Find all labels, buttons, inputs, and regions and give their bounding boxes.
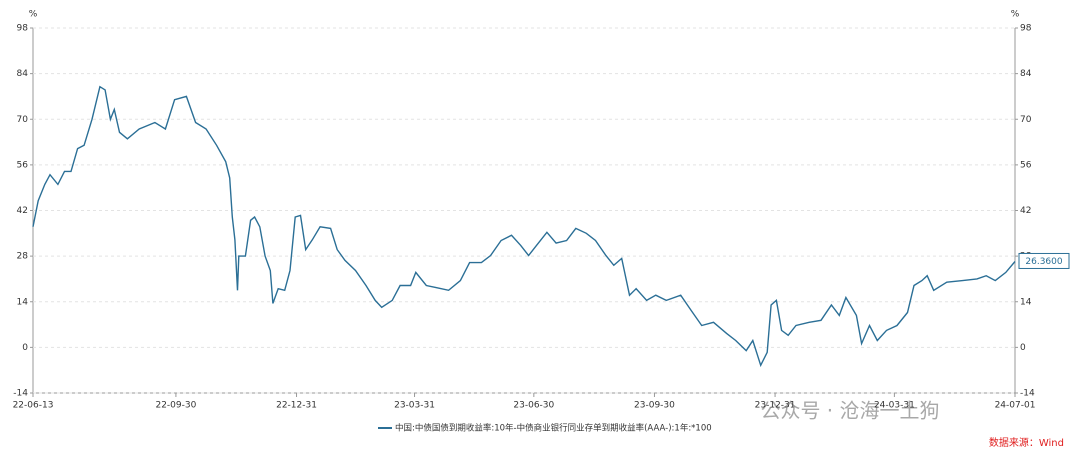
data-line xyxy=(32,85,1016,368)
x-tick-label: 24-03-31 xyxy=(874,401,915,411)
watermark: 公众号 · 沧海一土狗 xyxy=(760,399,939,423)
y2-tick-label: 14 xyxy=(1020,297,1032,307)
y-tick-label: 56 xyxy=(17,160,29,170)
y2-tick-label: 56 xyxy=(1020,160,1032,170)
x-tick-label: 22-12-31 xyxy=(276,401,317,411)
y2-tick-label: 0 xyxy=(1020,343,1026,353)
x-tick-label: 22-06-13 xyxy=(13,401,54,411)
y-tick-label: 84 xyxy=(17,69,29,79)
y-tick-label: 14 xyxy=(17,297,29,307)
y-tick-label: -14 xyxy=(13,389,28,399)
y2-tick-label: 84 xyxy=(1020,69,1032,79)
y2-tick-label: -14 xyxy=(1020,389,1035,399)
y-tick-label: 42 xyxy=(17,206,28,216)
x-tick-label: 22-09-30 xyxy=(155,401,196,411)
x-tick-label: 24-07-01 xyxy=(995,401,1036,411)
y-unit: % xyxy=(29,10,38,20)
legend-label: 中国:中债国债到期收益率:10年-中债商业银行同业存单到期收益率(AAA-):1… xyxy=(395,423,712,434)
y2-unit: % xyxy=(1011,10,1020,20)
y-tick-label: 70 xyxy=(17,115,29,125)
y-tick-label: 98 xyxy=(17,24,29,34)
y-tick-label: 28 xyxy=(17,252,29,262)
y2-tick-label: 42 xyxy=(1020,206,1031,216)
value-label-box xyxy=(1018,252,1070,269)
x-tick-label: 23-09-30 xyxy=(634,401,675,411)
value-label: 26.3600 xyxy=(1025,257,1062,267)
x-tick-label: 23-12-31 xyxy=(755,401,796,411)
x-tick-label: 23-03-31 xyxy=(394,401,435,411)
x-tick-label: 23-06-30 xyxy=(513,401,554,411)
y-tick-label: 0 xyxy=(22,343,28,353)
source: 数据来源：Wind xyxy=(989,436,1064,449)
y2-tick-label: 98 xyxy=(1020,24,1032,34)
y2-tick-label: 70 xyxy=(1020,115,1032,125)
